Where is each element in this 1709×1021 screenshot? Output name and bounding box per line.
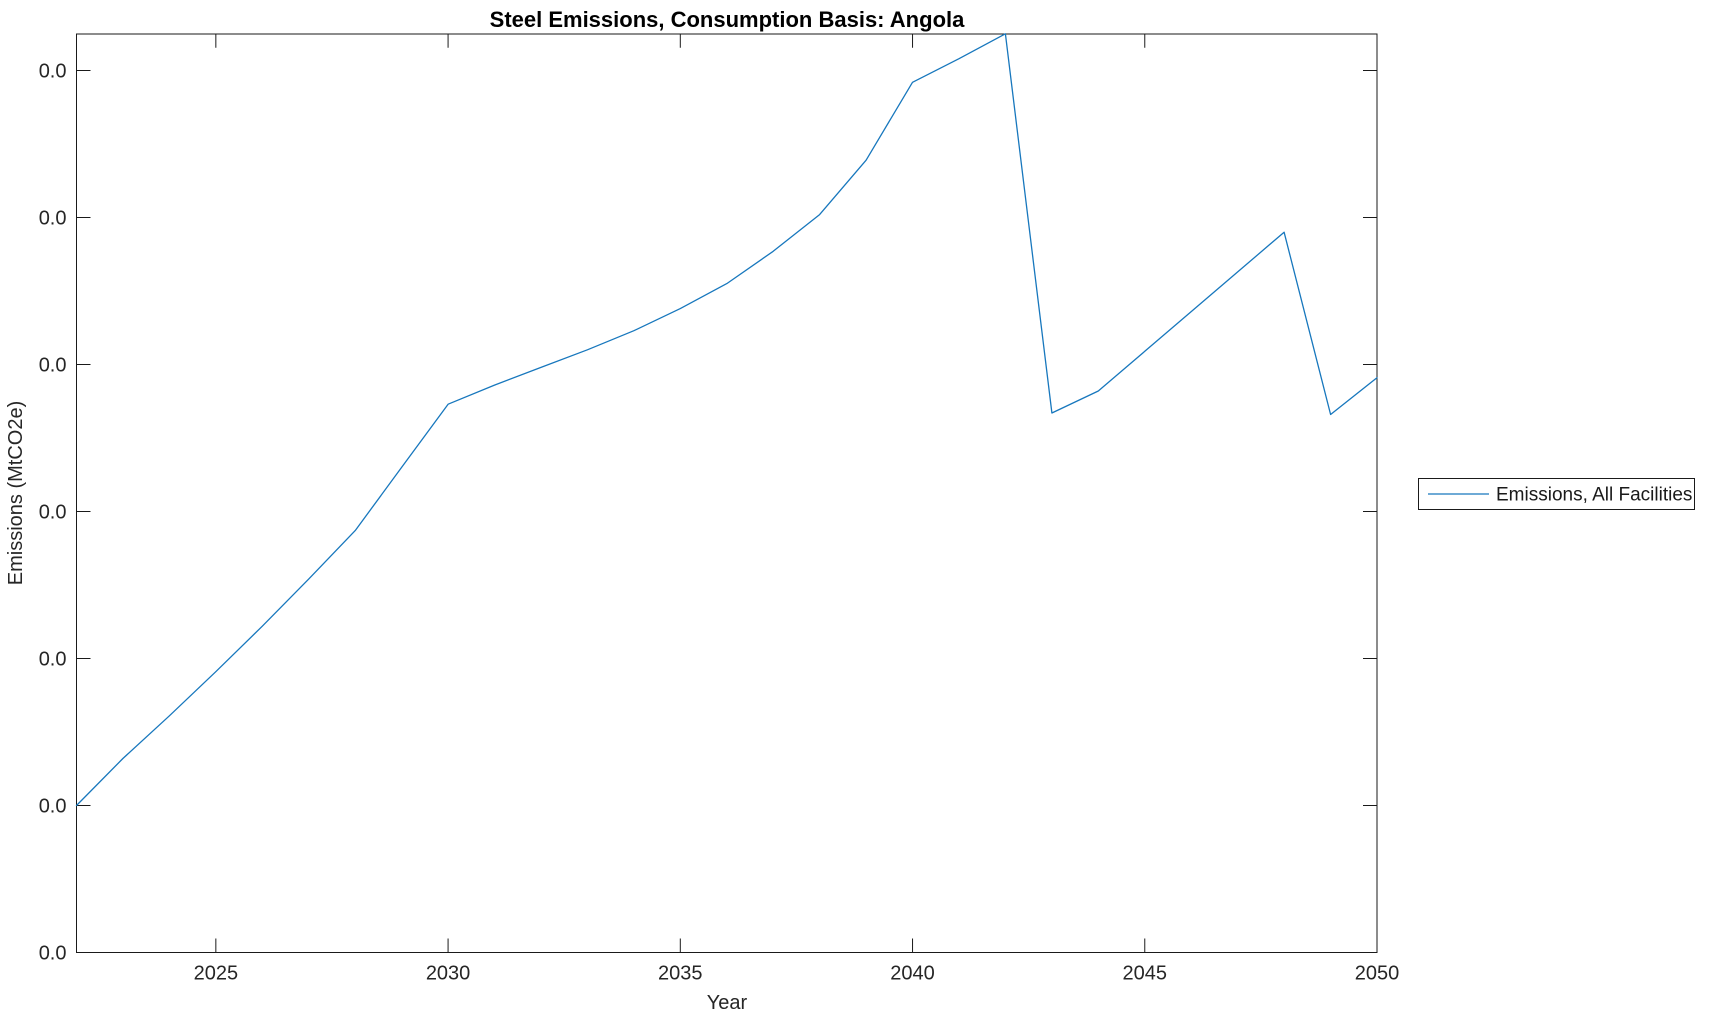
y-tick-label: 0.0 xyxy=(39,61,67,83)
emissions-series-line xyxy=(75,33,1378,807)
x-tick-label: 2025 xyxy=(194,963,239,985)
legend-entry-label: Emissions, All Facilities xyxy=(1496,485,1692,506)
x-tick-label: 2040 xyxy=(890,963,935,985)
chart-title: Steel Emissions, Consumption Basis: Ango… xyxy=(490,7,965,32)
y-axis-label: Emissions (MtCO2e) xyxy=(5,401,27,585)
x-tick-label: 2050 xyxy=(1355,963,1400,985)
x-tick-label: 2030 xyxy=(426,963,471,985)
legend: Emissions, All Facilities xyxy=(1418,478,1695,510)
x-tick-label: 2045 xyxy=(1123,963,1168,985)
x-tick-label: 2035 xyxy=(658,963,703,985)
y-tick-label: 0.0 xyxy=(39,355,67,377)
axis-tick-labels: 2025 2030 2035 2040 2045 2050 0.0 0.0 0.0 0.0 0.0 0… xyxy=(39,61,1400,985)
axis-ticks xyxy=(76,33,1378,953)
y-tick-label: 0.0 xyxy=(39,796,67,818)
x-axis-label: Year xyxy=(707,992,748,1014)
y-tick-label: 0.0 xyxy=(39,502,67,524)
y-tick-label: 0.0 xyxy=(39,943,67,965)
y-tick-label: 0.0 xyxy=(39,649,67,671)
plot-box xyxy=(76,33,1378,953)
data-series xyxy=(75,33,1378,807)
y-tick-label: 0.0 xyxy=(39,208,67,230)
